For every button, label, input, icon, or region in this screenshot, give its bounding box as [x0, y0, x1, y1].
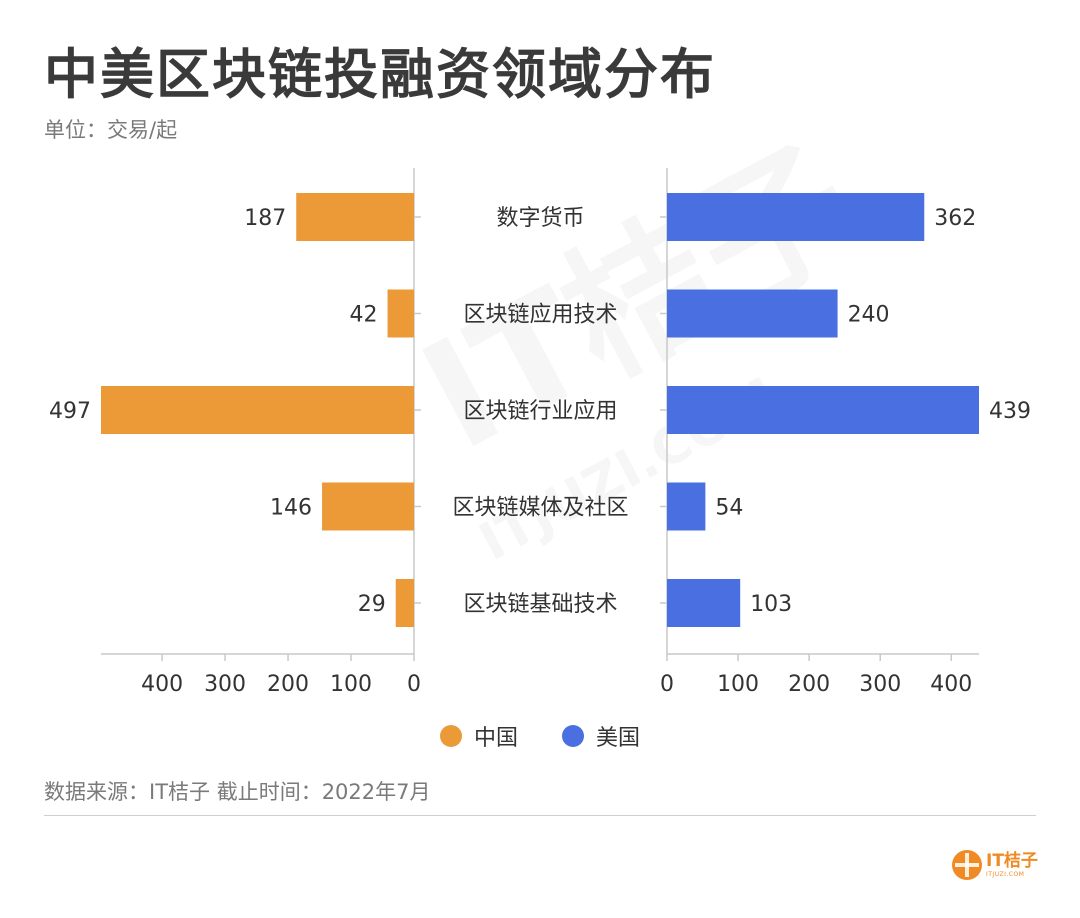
- left-x-tick-label: 400: [141, 672, 183, 697]
- legend: 中国 美国: [0, 720, 1080, 752]
- left-x-tick-label: 300: [204, 672, 246, 697]
- legend-label-china: 中国: [473, 726, 518, 751]
- logo-sub-text: ITJUZI.COM: [986, 870, 1025, 878]
- bar-usa: [667, 579, 741, 627]
- data-label-china: 42: [350, 303, 378, 328]
- legend-label-usa: 美国: [596, 726, 641, 751]
- data-label-usa: 362: [934, 206, 976, 231]
- bar-china: [387, 289, 414, 338]
- category-label: 区块链行业应用: [463, 399, 617, 424]
- right-x-tick-label: 200: [788, 672, 830, 697]
- data-label-usa: 439: [989, 399, 1031, 424]
- legend-dot-usa: [562, 725, 584, 747]
- data-label-usa: 240: [848, 303, 890, 328]
- legend-item-usa: 美国: [562, 720, 640, 752]
- brand-logo: IT桔子 ITJUZI.COM: [952, 850, 1038, 880]
- right-x-tick-label: 300: [859, 672, 901, 697]
- category-label: 数字货币: [496, 206, 584, 231]
- bar-china: [395, 579, 414, 627]
- right-x-tick-label: 400: [930, 672, 972, 697]
- bar-china: [101, 386, 414, 434]
- page-title: 中美区块链投融资领域分布: [44, 43, 716, 106]
- legend-item-china: 中国: [439, 720, 518, 752]
- data-label-usa: 103: [750, 592, 792, 617]
- category-label: 区块链基础技术: [463, 592, 617, 617]
- right-x-tick-label: 0: [660, 672, 674, 697]
- unit-subtitle: 单位：交易/起: [44, 118, 178, 142]
- category-label: 区块链媒体及社区: [452, 496, 628, 521]
- right-x-tick-label: 100: [717, 672, 759, 697]
- orange-logo-icon: [952, 850, 982, 880]
- bar-usa: [667, 193, 925, 241]
- data-source-note: 数据来源：IT桔子 截止时间：2022年7月: [44, 780, 431, 804]
- category-label: 区块链应用技术: [463, 303, 617, 328]
- data-label-china: 146: [270, 496, 312, 521]
- left-x-tick-label: 200: [267, 672, 309, 697]
- left-x-tick-label: 0: [407, 672, 421, 697]
- data-label-usa: 54: [715, 496, 743, 521]
- data-label-china: 187: [244, 206, 286, 231]
- bar-usa: [667, 289, 838, 338]
- data-label-china: 497: [49, 399, 91, 424]
- data-label-china: 29: [358, 592, 386, 617]
- bar-usa: [667, 386, 979, 434]
- legend-dot-china: [439, 725, 462, 747]
- bar-usa: [667, 482, 706, 531]
- bar-china: [296, 193, 414, 241]
- logo-main-text: IT桔子: [986, 850, 1038, 871]
- logo-text: IT桔子 ITJUZI.COM: [986, 850, 1038, 878]
- bar-china: [322, 482, 414, 531]
- footer-divider: [44, 815, 1036, 816]
- left-x-tick-label: 100: [330, 672, 372, 697]
